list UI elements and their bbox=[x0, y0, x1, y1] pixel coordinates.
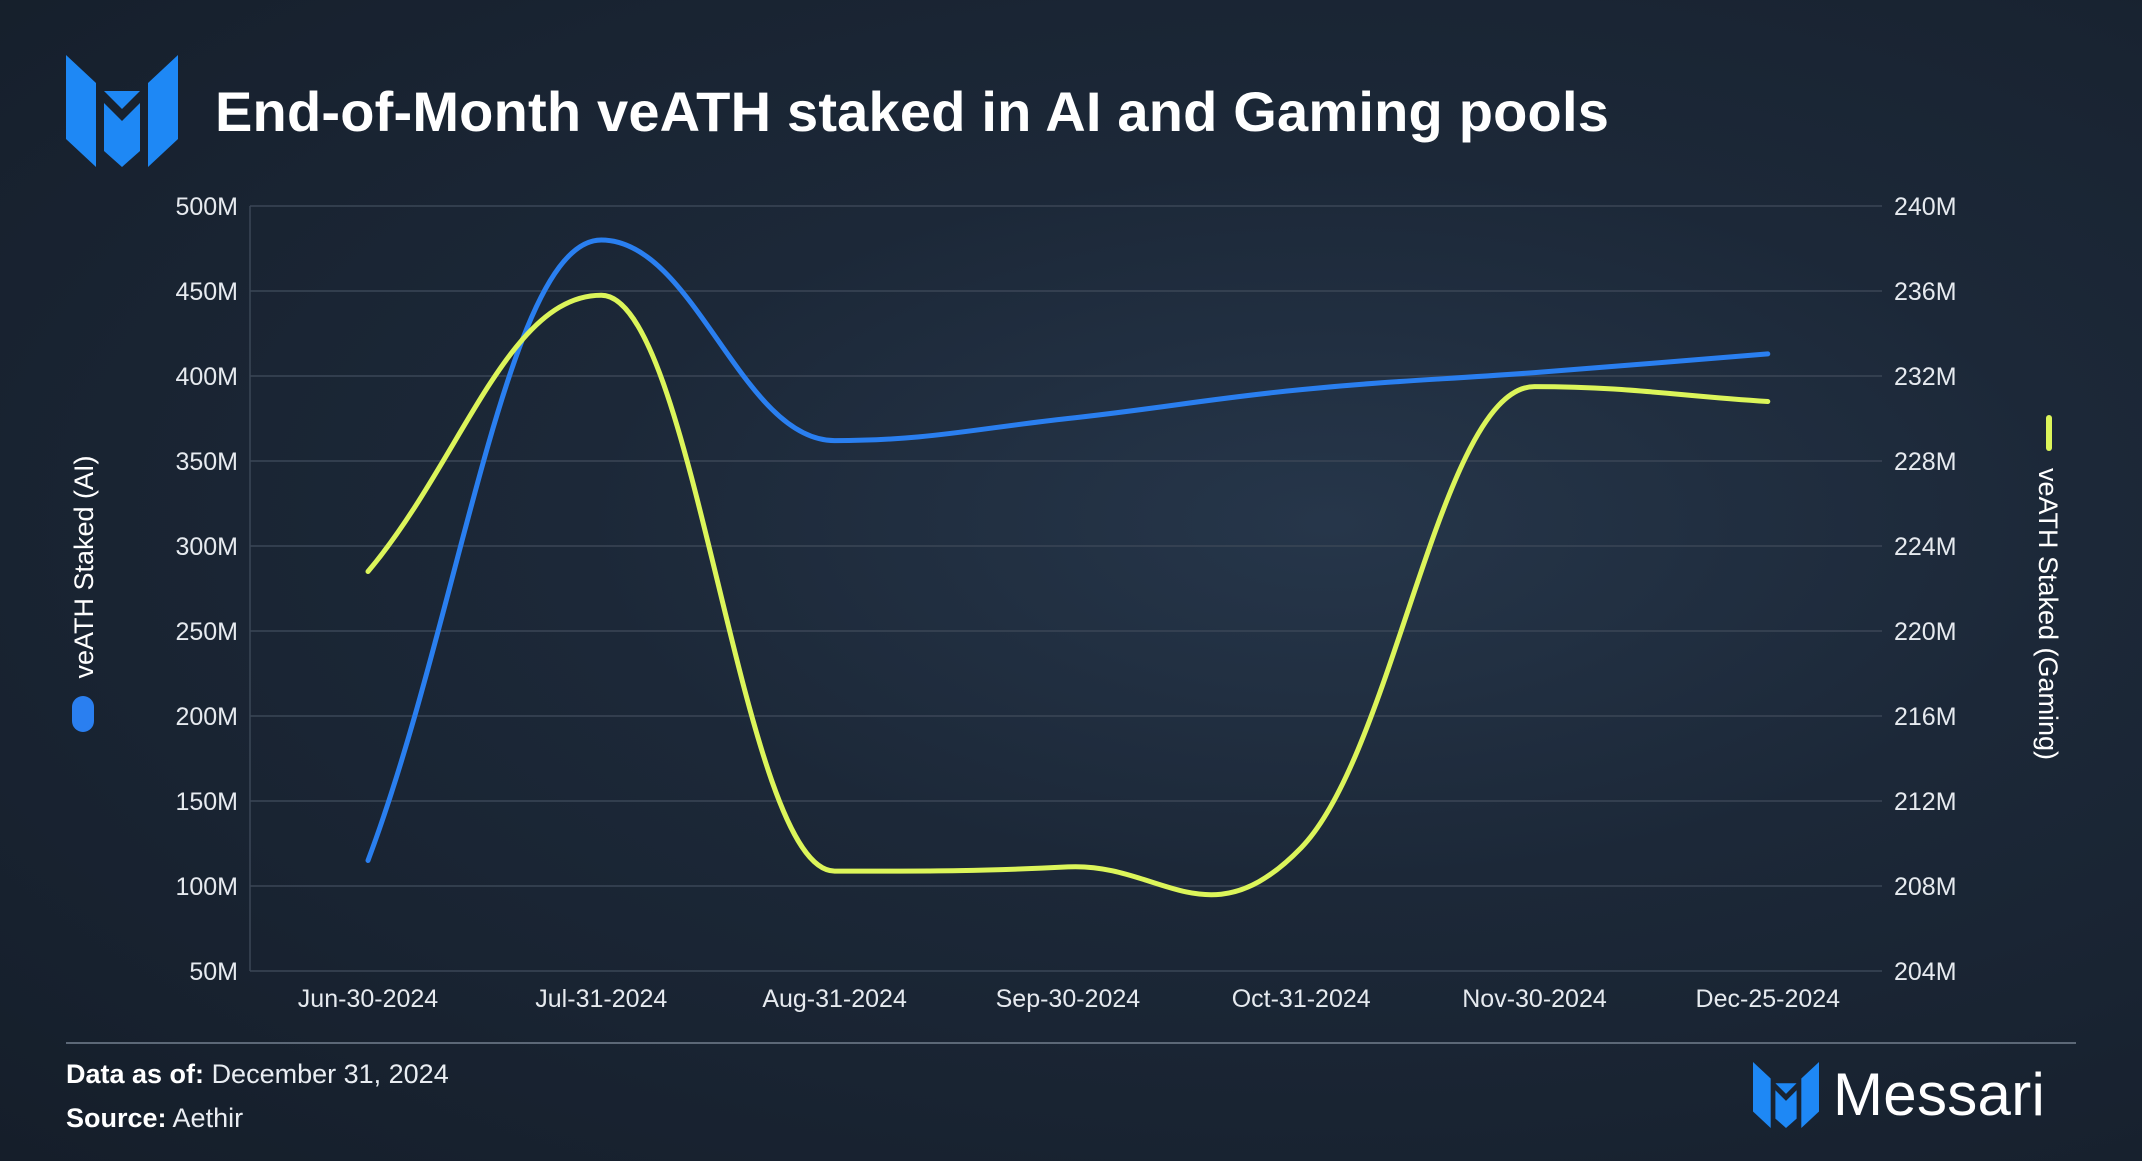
footer-divider bbox=[66, 1042, 2076, 1044]
source-value: Aethir bbox=[172, 1103, 244, 1133]
x-tick-label: Jun-30-2024 bbox=[298, 985, 438, 1013]
x-tick-label: Nov-30-2024 bbox=[1462, 985, 1607, 1013]
data-as-of-value: December 31, 2024 bbox=[211, 1059, 449, 1089]
y-left-tick-label: 350M bbox=[175, 448, 238, 476]
y-left-tick-label: 300M bbox=[175, 533, 238, 561]
y-left-tick-label: 450M bbox=[175, 278, 238, 306]
y-left-tick-label: 400M bbox=[175, 363, 238, 391]
y-left-tick-label: 50M bbox=[189, 958, 238, 986]
y-left-tick-label: 100M bbox=[175, 873, 238, 901]
y-right-tick-label: 228M bbox=[1894, 448, 1957, 476]
y-right-tick-label: 220M bbox=[1894, 618, 1957, 646]
y-left-tick-label: 500M bbox=[175, 193, 238, 221]
y-left-tick-label: 250M bbox=[175, 618, 238, 646]
y-right-tick-label: 224M bbox=[1894, 533, 1957, 561]
chart-title: End-of-Month veATH staked in AI and Gami… bbox=[215, 79, 1610, 143]
x-tick-label: Dec-25-2024 bbox=[1696, 985, 1841, 1013]
legend-marker-gaming bbox=[2046, 415, 2052, 451]
tick-labels: 50M 204M 100M 208M 150M 212M 200M 216M 250M 220M 3… bbox=[175, 193, 1956, 1013]
x-tick-label: Jul-31-2024 bbox=[535, 985, 667, 1013]
y-right-tick-label: 240M bbox=[1894, 193, 1957, 221]
brand-name: Messari bbox=[1833, 1061, 2046, 1128]
line-chart: 50M 204M 100M 208M 150M 212M 200M 216M 250M 220M 3… bbox=[69, 193, 2063, 1013]
footer-meta: Data as of: December 31, 2024 Source: Ae… bbox=[66, 1052, 449, 1140]
y-right-tick-label: 208M bbox=[1894, 873, 1957, 901]
y-right-tick-label: 212M bbox=[1894, 788, 1957, 816]
source-label: Source: bbox=[66, 1103, 167, 1133]
x-tick-label: Sep-30-2024 bbox=[996, 985, 1141, 1013]
data-as-of-label: Data as of: bbox=[66, 1059, 205, 1089]
x-tick-label: Oct-31-2024 bbox=[1232, 985, 1371, 1013]
y-right-tick-label: 216M bbox=[1894, 703, 1957, 731]
series-line-ai bbox=[365, 237, 1771, 863]
grid-lines bbox=[250, 205, 1882, 887]
y-right-tick-label: 232M bbox=[1894, 363, 1957, 391]
messari-logo-icon bbox=[66, 55, 178, 167]
data-as-of: Data as of: December 31, 2024 bbox=[66, 1052, 449, 1096]
series bbox=[365, 237, 1771, 898]
x-tick-label: Aug-31-2024 bbox=[762, 985, 907, 1013]
axes bbox=[249, 206, 1882, 972]
series-line-gaming bbox=[365, 292, 1771, 898]
legend-marker-ai bbox=[72, 696, 94, 732]
header: End-of-Month veATH staked in AI and Gami… bbox=[66, 55, 1609, 167]
y-right-tick-label: 236M bbox=[1894, 278, 1957, 306]
y-right-tick-label: 204M bbox=[1894, 958, 1957, 986]
y-left-tick-label: 200M bbox=[175, 703, 238, 731]
y-left-tick-label: 150M bbox=[175, 788, 238, 816]
y-left-axis-label: veATH Staked (AI) bbox=[69, 455, 99, 678]
axis-labels: veATH Staked (AI) veATH Staked (Gaming) bbox=[69, 415, 2063, 760]
brand: Messari bbox=[1753, 1062, 2045, 1128]
source: Source: Aethir bbox=[66, 1096, 449, 1140]
y-right-axis-label: veATH Staked (Gaming) bbox=[2033, 468, 2063, 760]
messari-brand-icon bbox=[1753, 1062, 1819, 1128]
